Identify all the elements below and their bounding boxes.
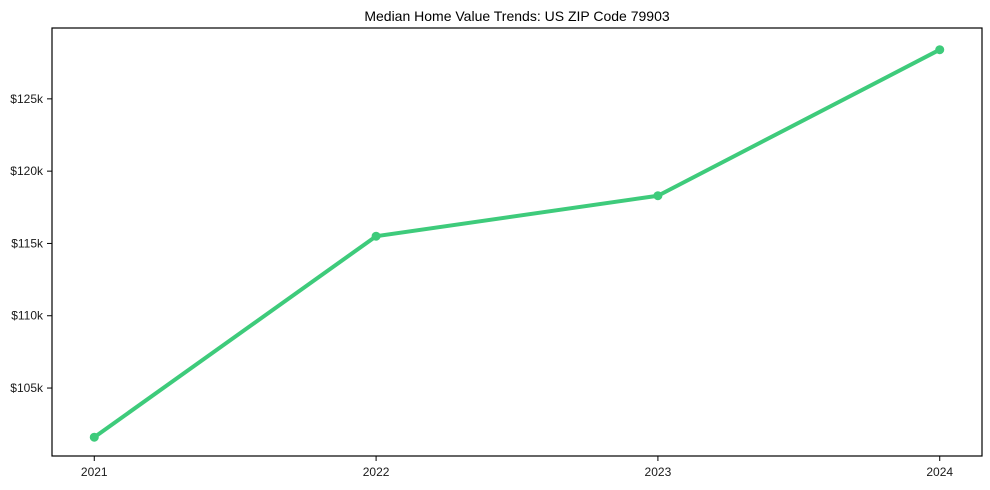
plot-area: $105k $110k $115k $120k $125k 2021 2022 2023 202…	[10, 27, 983, 479]
x-tick-label: 2021	[81, 465, 108, 479]
y-tick-label: $115k	[11, 236, 44, 250]
chart-title: Median Home Value Trends: US ZIP Code 79…	[364, 8, 670, 24]
y-tick-label: $120k	[10, 164, 44, 178]
data-point-marker	[935, 45, 945, 55]
data-point-marker	[89, 432, 99, 442]
trend-line	[92, 47, 942, 440]
x-tick-label: 2023	[645, 465, 672, 479]
data-point-marker	[371, 231, 381, 241]
x-tick-label: 2024	[926, 465, 953, 479]
y-tick-label: $125k	[10, 92, 44, 106]
plot-border	[51, 27, 983, 457]
x-tick-label: 2022	[363, 465, 390, 479]
y-tick-label: $110k	[11, 309, 44, 323]
y-tick-label: $105k	[10, 381, 44, 395]
data-point-marker	[653, 191, 663, 201]
